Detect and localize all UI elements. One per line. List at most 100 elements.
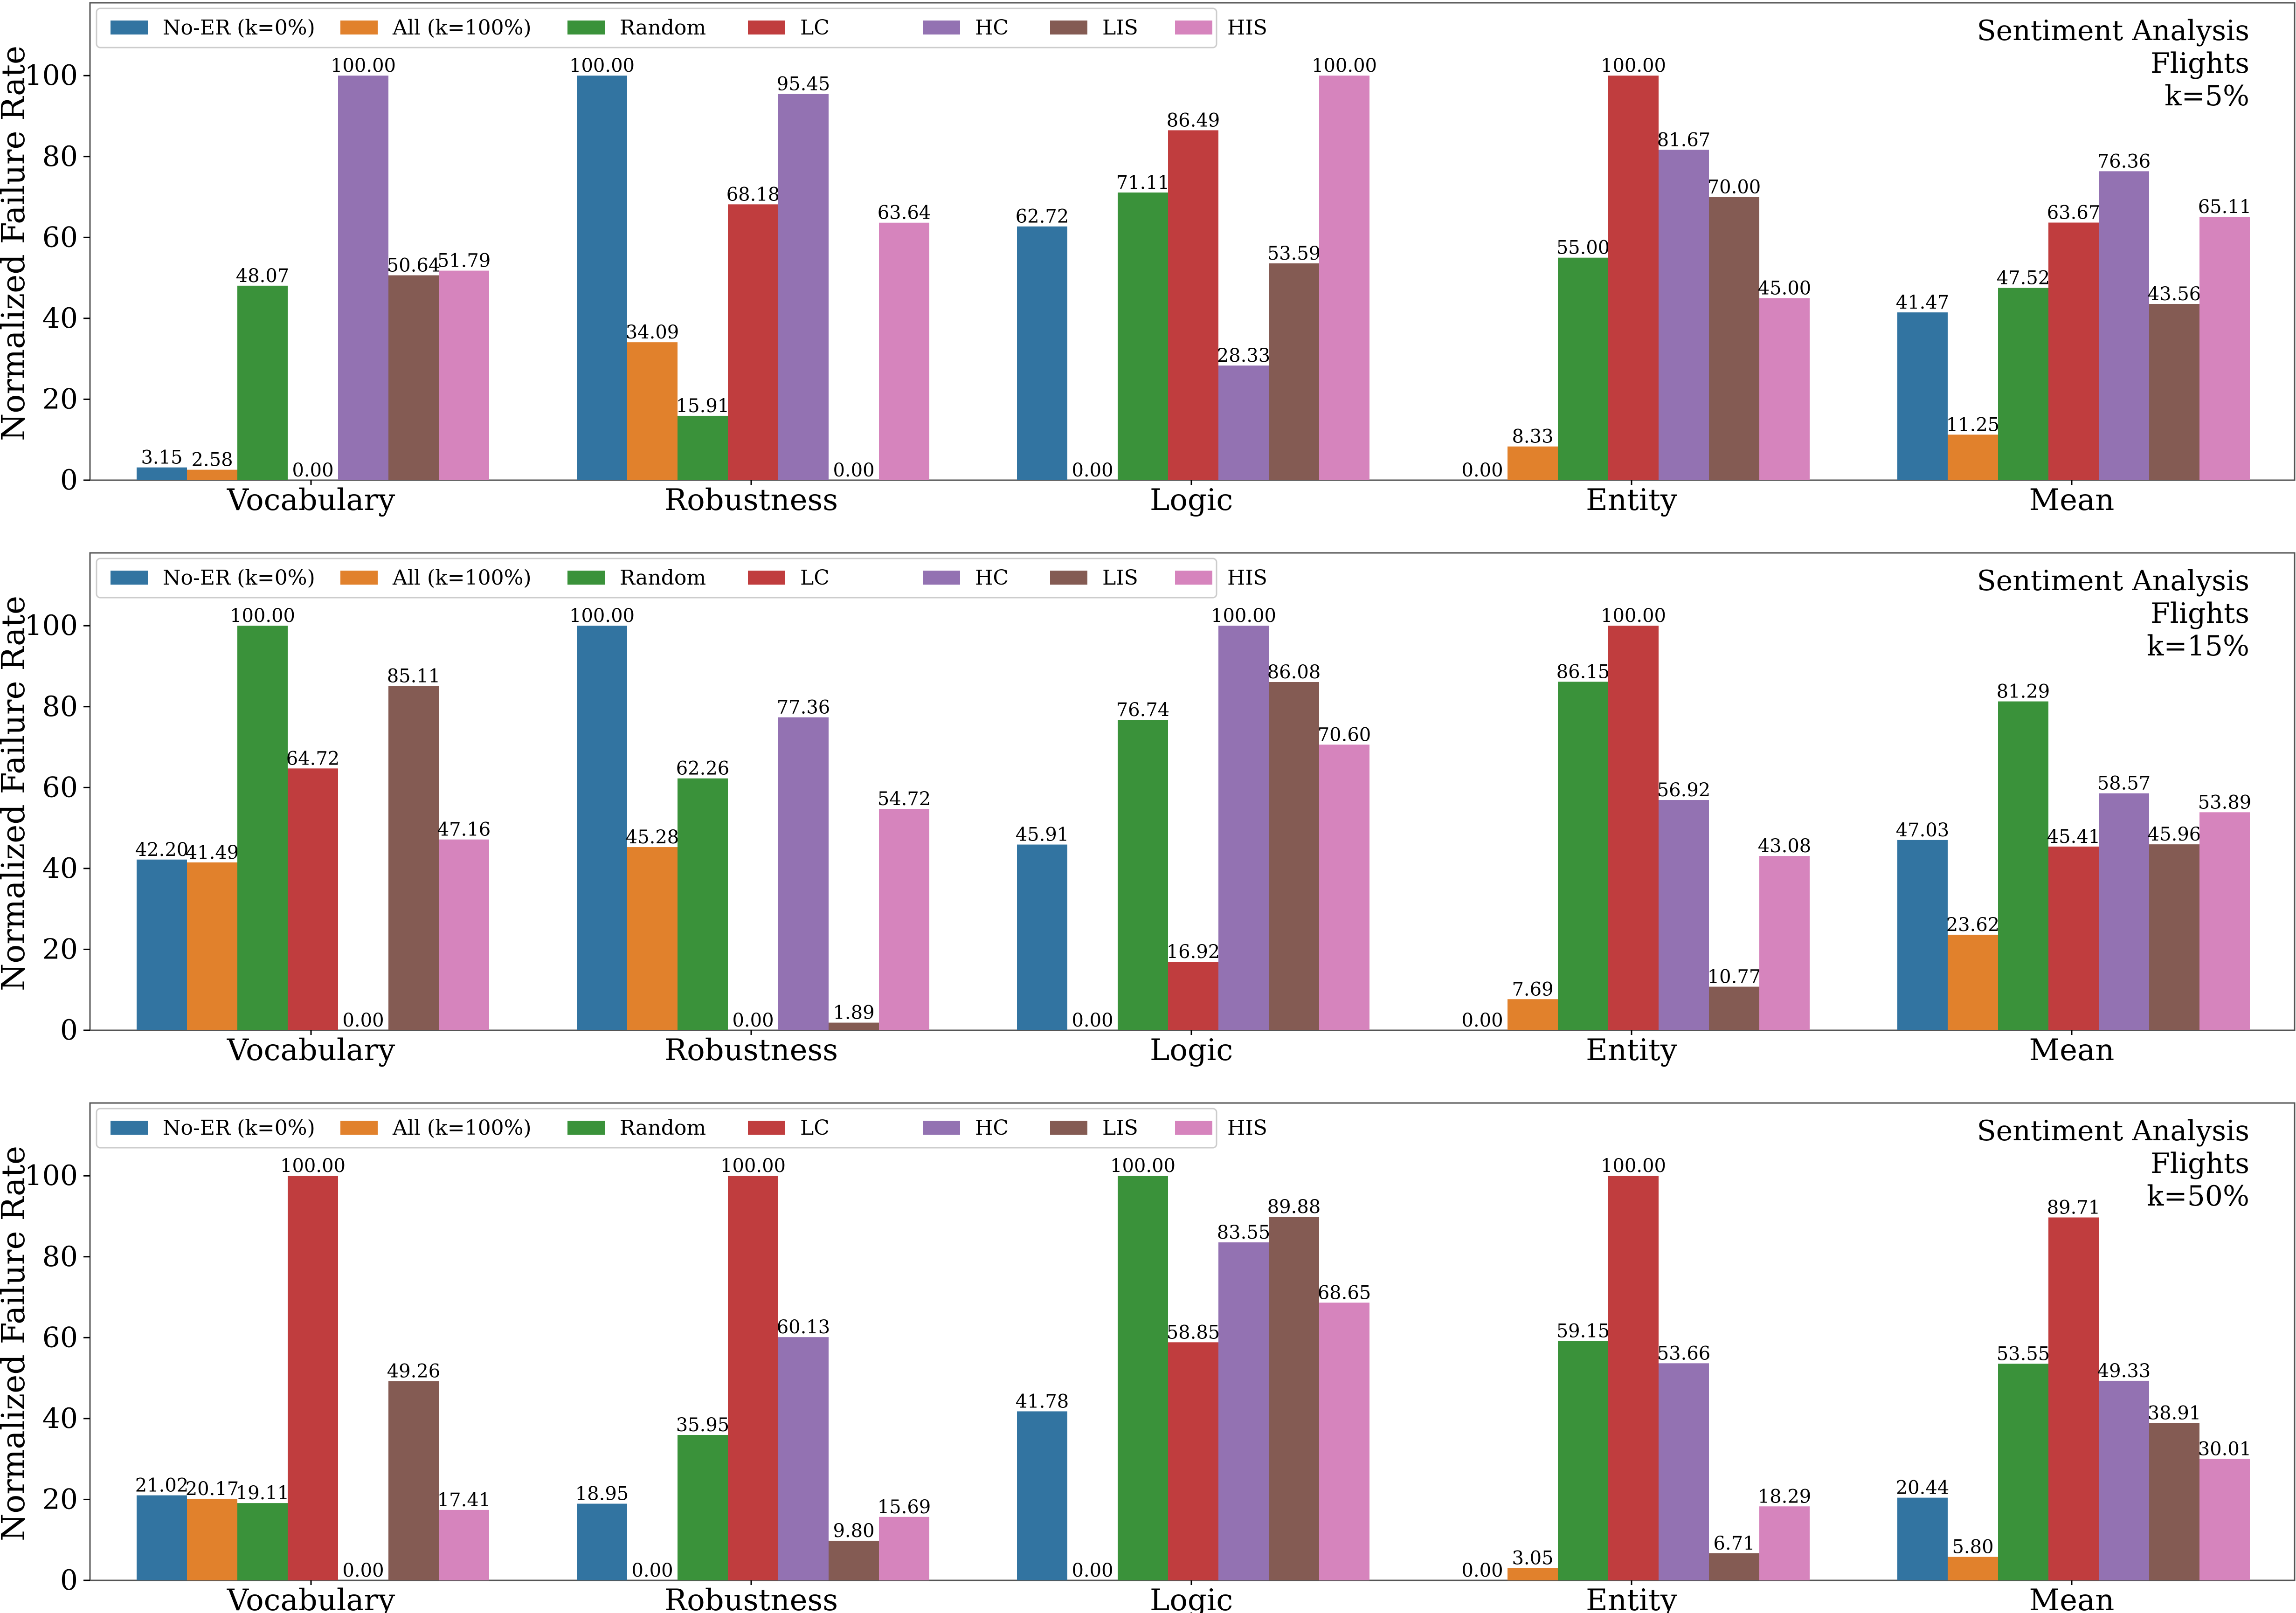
y-tick-label: 60: [42, 771, 78, 804]
legend: [96, 558, 1217, 599]
legend-swatch: [1050, 21, 1087, 34]
bar-value-label: 23.62: [1946, 914, 2000, 936]
legend-label: Random: [620, 566, 706, 590]
bar-lis-entity: [1709, 1553, 1759, 1580]
bar-hc-entity: [1659, 800, 1709, 1030]
bar-his-robustness: [879, 809, 929, 1030]
bar-hc-mean: [2099, 171, 2149, 481]
bar-random-mean: [1998, 1364, 2048, 1580]
chart-panel-k15: Normalized Failure Rate Sentiment Analys…: [0, 552, 2296, 1068]
bar-hc-robustness: [778, 94, 829, 481]
bar-value-label: 3.05: [1512, 1548, 1553, 1569]
category-label-entity: Entity: [1586, 1033, 1677, 1068]
bar-value-label: 65.11: [2198, 196, 2252, 218]
chart-panel-k50: Normalized Failure Rate Sentiment Analys…: [0, 1102, 2296, 1613]
bar-value-label: 47.03: [1896, 820, 1950, 841]
bar-value-label: 48.07: [236, 265, 290, 287]
y-tick-label: 0: [60, 1014, 78, 1047]
bar-value-label: 81.67: [1657, 129, 1711, 151]
bar-value-label: 53.55: [1997, 1343, 2050, 1365]
bar-value-label: 70.00: [1708, 177, 1761, 198]
bar-lc-mean: [2048, 846, 2099, 1030]
bar-value-label: 47.52: [1997, 268, 2050, 289]
title-line: Flights: [2151, 47, 2249, 80]
bar-value-label: 50.64: [387, 255, 441, 276]
bar-value-label: 100.00: [331, 55, 396, 76]
legend-label: LIS: [1102, 16, 1138, 40]
bar-hc-robustness: [778, 1337, 829, 1580]
bar-value-label: 100.00: [1601, 605, 1666, 627]
category-label-entity: Entity: [1586, 483, 1677, 517]
bar-his-logic: [1319, 76, 1369, 481]
bar-value-label: 15.69: [878, 1496, 931, 1518]
bar-random-vocabulary: [237, 626, 288, 1030]
bar-random-entity: [1558, 682, 1608, 1030]
bar-value-label: 0.00: [1461, 1010, 1503, 1031]
bar-value-label: 86.08: [1267, 662, 1321, 683]
bar-value-label: 0.00: [342, 1010, 384, 1031]
bar-value-label: 63.67: [2047, 202, 2101, 223]
bar-hc-mean: [2099, 793, 2149, 1030]
bar-value-label: 0.00: [292, 460, 333, 481]
legend-swatch: [567, 21, 605, 34]
bar-value-label: 20.44: [1896, 1477, 1950, 1499]
bar-value-label: 60.13: [777, 1317, 830, 1338]
bar-value-label: 43.08: [1758, 835, 1812, 857]
category-label-robustness: Robustness: [664, 483, 838, 517]
bar-value-label: 53.89: [2198, 792, 2252, 813]
bar-value-label: 47.16: [437, 819, 491, 841]
bar-random-logic: [1118, 720, 1168, 1030]
bar-no-er-k-0-vocabulary: [137, 859, 187, 1030]
category-label-robustness: Robustness: [664, 1033, 838, 1068]
bar-value-label: 49.33: [2097, 1360, 2151, 1382]
bar-lis-robustness: [829, 1022, 879, 1030]
bar-value-label: 77.36: [777, 697, 830, 718]
bar-hc-mean: [2099, 1380, 2149, 1580]
bar-no-er-k-0-vocabulary: [137, 1495, 187, 1580]
legend-label: No-ER (k=0%): [163, 16, 315, 40]
bar-value-label: 15.91: [676, 395, 730, 417]
bar-random-mean: [1998, 701, 2048, 1030]
bar-his-mean: [2199, 1459, 2250, 1580]
legend-swatch: [748, 571, 785, 585]
bar-value-label: 41.47: [1896, 292, 1950, 313]
bar-random-entity: [1558, 1341, 1608, 1580]
bar-value-label: 45.96: [2148, 824, 2201, 845]
bar-his-entity: [1759, 856, 1810, 1030]
bar-hc-vocabulary: [338, 76, 388, 481]
bar-random-entity: [1558, 257, 1608, 480]
legend-swatch: [340, 21, 378, 34]
bar-value-label: 20.17: [186, 1478, 239, 1500]
legend-label: No-ER (k=0%): [163, 566, 315, 590]
legend-label: Random: [620, 16, 706, 40]
bar-value-label: 100.00: [569, 55, 635, 76]
bar-random-robustness: [678, 778, 728, 1030]
legend-swatch: [111, 21, 148, 34]
category-label-mean: Mean: [2029, 1033, 2115, 1068]
bar-value-label: 28.33: [1217, 345, 1271, 366]
bar-hc-logic: [1218, 1242, 1269, 1580]
bar-value-label: 100.00: [1601, 55, 1666, 76]
bar-random-vocabulary: [237, 1503, 288, 1580]
legend-swatch: [340, 571, 378, 585]
bar-value-label: 8.33: [1512, 426, 1553, 448]
legend-label: Random: [620, 1116, 706, 1140]
legend-label: LC: [800, 1116, 830, 1140]
legend-label: LC: [800, 566, 830, 590]
bar-lc-logic: [1168, 962, 1218, 1030]
bar-hc-logic: [1218, 365, 1269, 480]
chart-panel-k5: Normalized Failure Rate Sentiment Analys…: [0, 2, 2296, 517]
bar-value-label: 43.56: [2148, 283, 2201, 305]
bar-value-label: 53.66: [1657, 1343, 1711, 1364]
y-tick-label: 80: [42, 140, 78, 173]
bar-all-k-100-mean: [1948, 434, 1998, 480]
category-label-mean: Mean: [2029, 1583, 2115, 1613]
category-label-mean: Mean: [2029, 483, 2115, 517]
bar-value-label: 53.59: [1267, 243, 1321, 264]
legend-label: HC: [975, 566, 1009, 590]
legend-label: No-ER (k=0%): [163, 1116, 315, 1140]
bar-no-er-k-0-robustness: [577, 76, 627, 481]
bar-value-label: 49.26: [387, 1361, 441, 1382]
legend-label: All (k=100%): [392, 566, 532, 590]
